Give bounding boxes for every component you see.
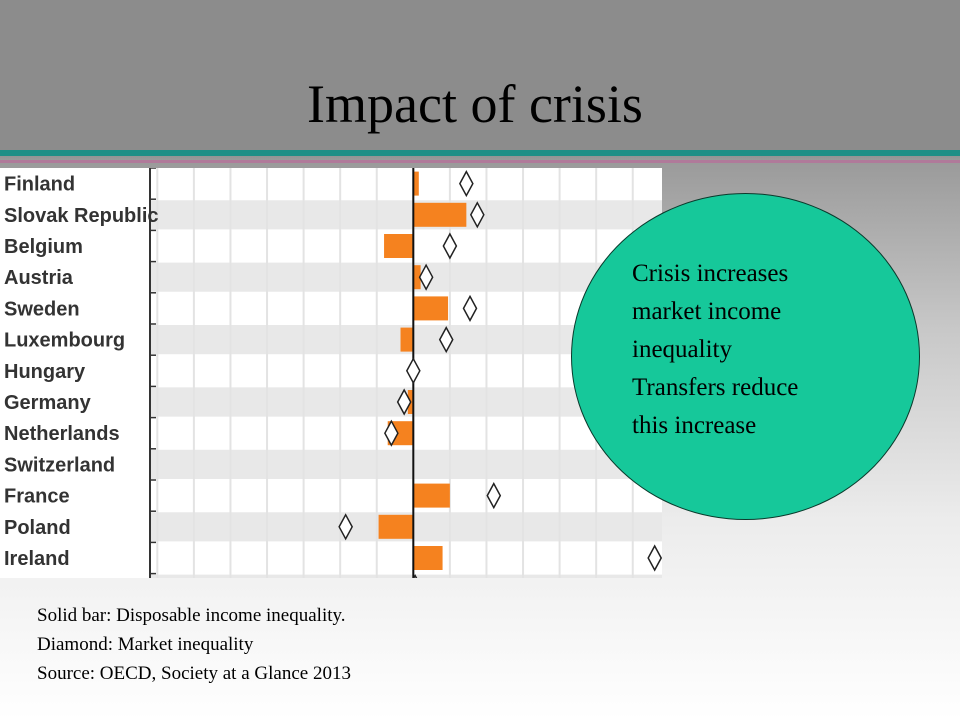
row-band: [150, 261, 662, 293]
diamond-market-inequality: [442, 232, 458, 260]
bar-disposable-inequality: [384, 234, 414, 258]
category-label: Hungary: [4, 361, 86, 383]
bar-disposable-inequality: [400, 327, 414, 352]
category-label: Ireland: [4, 548, 70, 570]
category-label: Germany: [4, 392, 92, 414]
category-label: Luxembourg: [4, 330, 125, 352]
chart-panel: Finland Slovak Republic Belgium Austria Swed…: [0, 168, 662, 578]
diamond-market-inequality: [647, 544, 662, 572]
row-band: [150, 199, 662, 231]
diamond-partial: [412, 574, 418, 578]
callout-text: Crisis increases market income inequalit…: [632, 255, 892, 445]
note-source: Source: OECD, Society at a Glance 2013: [37, 663, 351, 684]
row-band: [150, 573, 662, 578]
bar-disposable-inequality: [413, 202, 467, 227]
bar-disposable-inequality: [413, 265, 421, 290]
bar-disposable-inequality: [413, 171, 419, 196]
diamond-market-inequality: [405, 357, 421, 385]
diamond-market-inequality: [438, 326, 454, 354]
category-label: France: [4, 486, 70, 508]
category-label: Finland: [4, 174, 75, 196]
callout-line: Transfers reduce: [632, 374, 799, 401]
bar-disposable-inequality: [413, 546, 443, 570]
callout-line: this increase: [632, 412, 757, 439]
inequality-change-chart: Finland Slovak Republic Belgium Austria Swed…: [4, 168, 662, 578]
bar-disposable-inequality: [413, 483, 450, 508]
diamond-market-inequality: [458, 170, 474, 198]
bar-disposable-inequality: [378, 514, 414, 539]
diamond-market-inequality: [384, 419, 399, 447]
note-solid-bar: Solid bar: Disposable income inequality.: [37, 605, 346, 626]
category-label: Sweden: [4, 298, 80, 320]
callout-bubble: [571, 193, 920, 520]
category-label: Poland: [4, 517, 71, 539]
category-label: Switzerland: [4, 454, 115, 476]
callout-line: inequality: [632, 336, 732, 363]
title-divider-teal: [0, 150, 960, 156]
title-divider-pink: [0, 160, 960, 163]
callout-line: market income: [632, 298, 782, 325]
category-label: Slovak Republic: [4, 205, 159, 227]
category-label: Netherlands: [4, 423, 120, 445]
category-label: Austria: [4, 267, 74, 289]
diamond-market-inequality: [462, 294, 478, 322]
note-diamond: Diamond: Market inequality: [37, 634, 254, 655]
diamond-market-inequality: [338, 513, 354, 541]
chart-notes: Solid bar: Disposable income inequality.…: [37, 601, 351, 688]
diamond-market-inequality: [396, 388, 412, 416]
diamond-market-inequality: [486, 482, 502, 510]
row-band: [150, 448, 662, 480]
callout-line: Crisis increases: [632, 260, 789, 287]
slide-title: Impact of crisis: [307, 74, 643, 134]
diamond-market-inequality: [469, 201, 485, 229]
category-label: Belgium: [4, 236, 83, 258]
diamond-market-inequality: [418, 263, 434, 291]
bar-disposable-inequality: [413, 296, 449, 321]
